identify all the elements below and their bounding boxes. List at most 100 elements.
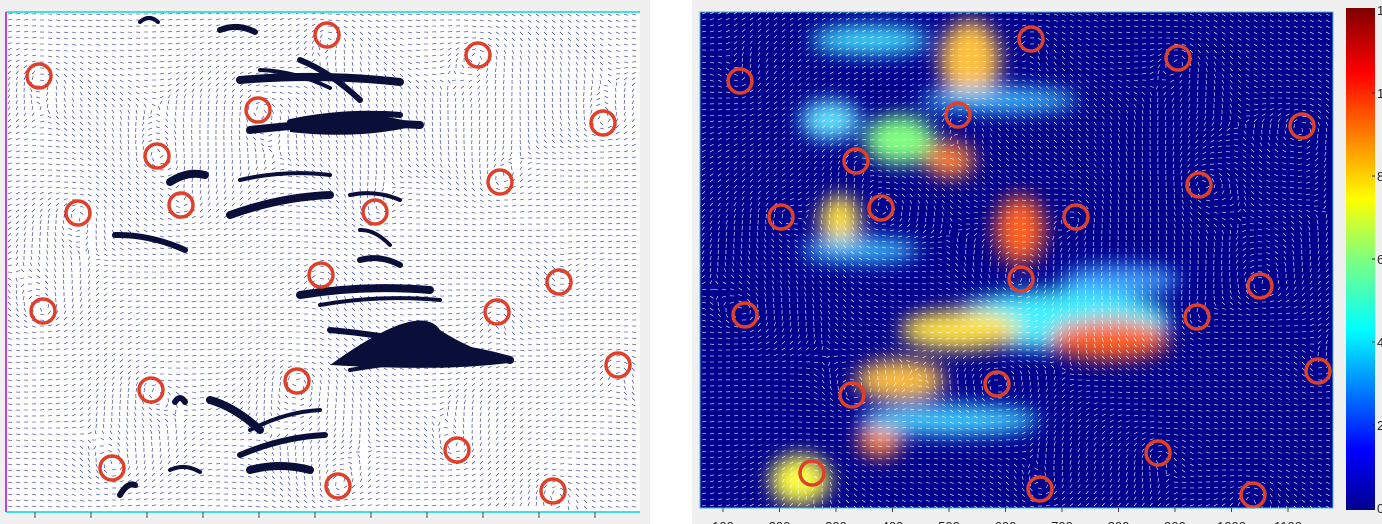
particle-streak [246, 462, 314, 474]
obstacle-marker [361, 198, 389, 226]
obstacle-marker [1304, 357, 1332, 385]
heat-region [995, 195, 1045, 265]
obstacle-marker [798, 459, 826, 487]
x-tick-label: 600 [995, 519, 1017, 524]
obstacle-marker [1164, 44, 1192, 72]
colorbar-tick-label: 8 [1377, 169, 1382, 184]
heatmap-frame [699, 11, 1334, 509]
colorbar-tick-label: 6 [1377, 252, 1382, 267]
particle-streak [117, 481, 138, 498]
obstacle-marker [283, 367, 311, 395]
velocity-arrow-field [701, 12, 1331, 508]
obstacle-marker [486, 168, 514, 196]
obstacle-marker [167, 191, 195, 219]
x-tick-label: 400 [882, 519, 904, 524]
heat-region [800, 238, 920, 262]
right-velocity-arrows [701, 12, 1331, 508]
x-tick-label: 300 [825, 519, 847, 524]
heat-region [820, 195, 860, 245]
right-obstacle-markers [726, 25, 1332, 509]
obstacle-marker [589, 109, 617, 137]
particle-streak [248, 408, 322, 432]
x-tick-label: 1100 [1274, 519, 1302, 524]
colorbar-ticks: 0 2 4 6 8 1 1 [1372, 3, 1382, 516]
obstacle-marker [98, 454, 126, 482]
colorbar [1346, 8, 1375, 510]
particle-streak [236, 72, 404, 86]
particle-streak [166, 169, 209, 186]
obstacle-marker [313, 21, 341, 49]
x-tick-label: 500 [938, 519, 960, 524]
colorbar-tick-label: 4 [1377, 335, 1382, 350]
obstacle-marker [25, 62, 53, 90]
obstacle-marker [483, 298, 511, 326]
obstacle-marker [443, 436, 471, 464]
right-heatmap-plot: 100 200 300 400 500 600 700 800 900 1000 1100 0 2 4 6… [699, 3, 1382, 524]
particle-streak [138, 16, 160, 24]
obstacle-marker [64, 199, 92, 227]
colorbar-tick-label: 1 [1377, 86, 1382, 101]
particle-streak [296, 284, 434, 299]
obstacle-marker [838, 381, 866, 409]
x-tick-label: 1000 [1217, 519, 1246, 524]
heat-region [810, 26, 930, 54]
obstacle-marker [1246, 272, 1274, 300]
obstacle-marker [324, 472, 352, 500]
particle-streak [168, 465, 202, 474]
x-tick-label: 200 [769, 519, 791, 524]
heat-region [940, 20, 1000, 100]
obstacle-marker [944, 101, 972, 129]
particle-streak [318, 296, 442, 307]
colorbar-tick-label: 0 [1377, 501, 1382, 516]
particle-streak [297, 57, 363, 103]
particle-streak [172, 395, 188, 405]
particle-streak [217, 24, 258, 35]
heat-region [925, 142, 975, 178]
obstacle-marker [1185, 171, 1213, 199]
heat-region [1050, 320, 1170, 360]
particle-streak [357, 255, 403, 268]
colorbar-tick-label: 1 [1377, 3, 1382, 18]
left-quiver-plot [5, 11, 640, 518]
obstacle-marker [767, 203, 795, 231]
obstacle-marker [143, 142, 171, 170]
obstacle-marker [1062, 203, 1090, 231]
obstacle-marker [731, 301, 759, 329]
obstacle-marker [539, 477, 567, 505]
particle-streak [237, 432, 328, 458]
x-tick-label: 900 [1164, 519, 1186, 524]
obstacle-marker [29, 297, 57, 325]
particle-streak [348, 191, 402, 202]
obstacle-marker [464, 41, 492, 69]
obstacle-marker [307, 261, 335, 289]
particle-streak [238, 171, 332, 182]
obstacle-marker [1144, 439, 1172, 467]
x-tick-label: 800 [1108, 519, 1130, 524]
obstacle-marker [842, 147, 870, 175]
heat-region [800, 100, 860, 140]
obstacle-marker [1026, 475, 1054, 503]
obstacle-marker [545, 268, 573, 296]
obstacle-marker [867, 194, 895, 222]
particle-streak [226, 191, 334, 219]
obstacle-marker [604, 351, 632, 379]
obstacle-marker [726, 67, 754, 95]
obstacle-marker [1017, 25, 1045, 53]
obstacle-marker [1183, 303, 1211, 331]
colorbar-tick-label: 2 [1377, 418, 1382, 433]
obstacle-marker [1288, 112, 1316, 140]
obstacle-marker [983, 370, 1011, 398]
obstacle-marker [1007, 265, 1035, 293]
particle-cluster [330, 320, 515, 368]
heat-region [855, 360, 945, 400]
particle-cluster [290, 113, 420, 135]
obstacle-marker [1239, 481, 1267, 509]
heat-region [865, 115, 935, 165]
particle-streak [112, 231, 188, 253]
x-tick-label: 700 [1051, 519, 1073, 524]
x-axis-ticks: 100 200 300 400 500 600 700 800 900 1000 1100 [712, 508, 1302, 524]
left-x-tick-marks [34, 512, 596, 518]
obstacle-marker [244, 96, 272, 124]
particle-streak [258, 68, 332, 90]
left-obstacle-markers [25, 21, 632, 505]
